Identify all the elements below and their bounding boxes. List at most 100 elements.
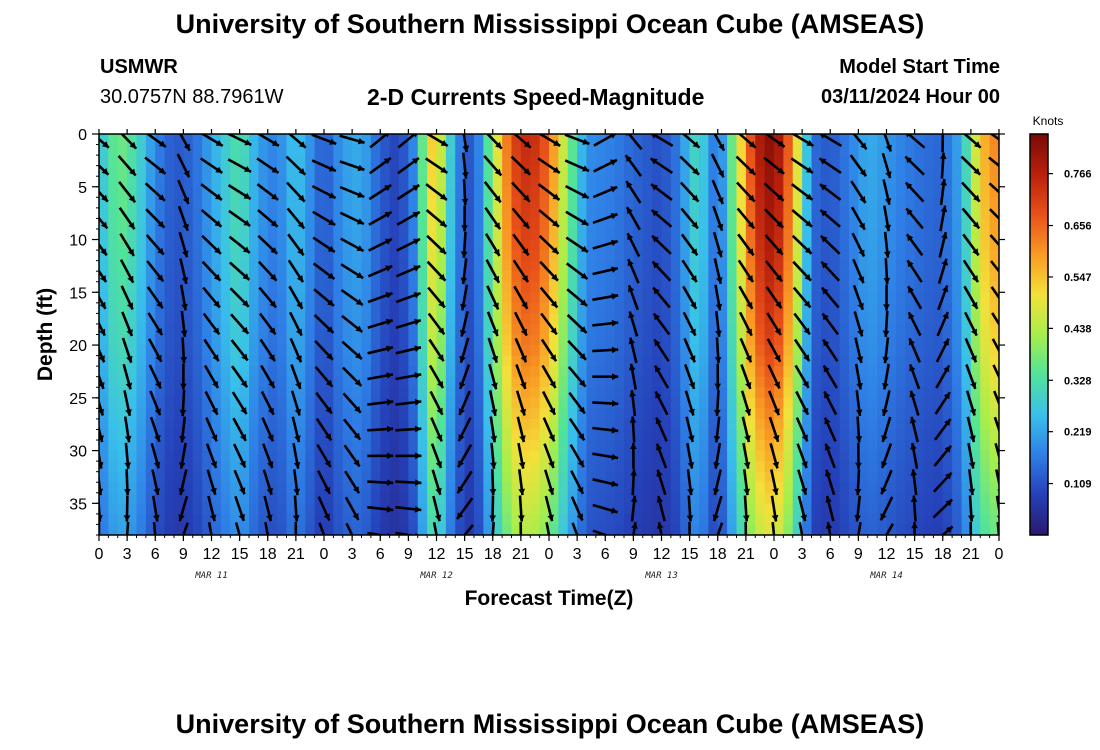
heat-cell xyxy=(361,302,372,314)
current-vector xyxy=(427,286,446,309)
current-vector xyxy=(145,208,166,229)
heat-cell xyxy=(511,461,522,473)
heat-cell xyxy=(670,302,681,314)
heat-cell xyxy=(408,271,419,283)
current-vector xyxy=(686,469,694,496)
current-vector xyxy=(146,286,164,309)
heat-cell xyxy=(305,281,316,293)
heat-cell xyxy=(249,313,259,325)
heat-cell xyxy=(305,260,316,272)
heat-cell xyxy=(755,155,766,167)
heat-cell xyxy=(830,418,841,431)
heat-cell xyxy=(511,355,522,367)
current-vector xyxy=(427,312,446,336)
current-vector xyxy=(340,263,364,280)
heat-cell xyxy=(717,408,728,420)
heat-cell xyxy=(445,355,456,367)
heat-cell xyxy=(492,260,503,272)
heat-cell xyxy=(108,366,119,378)
current-vector xyxy=(880,469,893,495)
heat-cell xyxy=(117,239,128,251)
current-vector xyxy=(628,337,638,364)
heat-cell xyxy=(136,271,147,283)
heat-cell xyxy=(267,387,278,399)
heat-cell xyxy=(380,292,391,304)
heat-cell xyxy=(952,260,963,272)
heat-cell xyxy=(286,397,297,409)
heat-cell xyxy=(342,524,353,535)
heat-cell xyxy=(483,260,494,272)
heat-cell xyxy=(567,334,578,346)
heat-cell xyxy=(230,355,241,367)
heat-cell xyxy=(867,176,878,188)
heat-cell xyxy=(614,176,625,188)
heat-cell xyxy=(474,323,484,336)
current-vector xyxy=(626,232,641,258)
heat-cell xyxy=(99,461,109,473)
heat-cell xyxy=(811,228,822,241)
heat-cell xyxy=(867,186,878,198)
heat-cell xyxy=(689,228,700,241)
heat-cell xyxy=(455,524,466,535)
heat-cell xyxy=(567,260,578,272)
heat-cell xyxy=(492,176,503,188)
heat-cell xyxy=(839,376,850,388)
heat-cell xyxy=(802,134,813,146)
heat-cell xyxy=(239,313,250,325)
heat-cell xyxy=(136,461,147,473)
heat-cell xyxy=(661,144,672,156)
current-vector xyxy=(592,346,619,354)
heat-cell xyxy=(220,155,231,167)
heat-cell xyxy=(202,334,213,346)
heat-cell xyxy=(352,165,363,177)
heat-cell xyxy=(127,155,138,167)
heat-cell xyxy=(286,281,297,293)
heat-cell xyxy=(380,313,391,325)
heat-cell xyxy=(258,134,269,146)
current-vector xyxy=(854,337,864,364)
heat-cell xyxy=(408,250,419,262)
heat-cell xyxy=(586,513,597,526)
heat-cell xyxy=(661,292,672,304)
heat-cell xyxy=(183,408,194,420)
heat-cell xyxy=(783,271,794,283)
heat-cell xyxy=(314,334,325,346)
heat-cell xyxy=(980,207,991,220)
heat-cell xyxy=(361,292,372,304)
heat-cell xyxy=(792,144,803,156)
heat-cell xyxy=(699,281,709,293)
heat-cell xyxy=(530,355,541,367)
heat-cell xyxy=(352,503,363,515)
heat-cell xyxy=(502,228,513,241)
heat-cell xyxy=(436,228,447,241)
heat-cell xyxy=(802,155,813,167)
heat-cell xyxy=(108,387,119,399)
heat-cell xyxy=(886,281,897,293)
heat-cell xyxy=(820,345,831,357)
heat-cell xyxy=(605,281,616,293)
heat-cell xyxy=(230,524,241,535)
heat-cell xyxy=(886,292,897,304)
heat-cell xyxy=(511,197,522,209)
heat-cell xyxy=(164,155,175,167)
heat-cell xyxy=(652,503,663,515)
heat-cell xyxy=(417,176,428,188)
heat-cell xyxy=(652,271,663,283)
heat-cell xyxy=(642,292,653,304)
heat-cell xyxy=(924,197,934,209)
heat-cell xyxy=(567,429,578,441)
heat-cell xyxy=(624,524,634,535)
heat-cell xyxy=(595,313,606,325)
heat-cell xyxy=(689,134,700,146)
heat-cell xyxy=(877,134,888,146)
heat-cell xyxy=(389,197,400,209)
heat-cell xyxy=(436,366,447,378)
current-vector xyxy=(796,443,808,469)
heat-cell xyxy=(970,292,981,304)
heat-cell xyxy=(877,313,888,325)
current-vector xyxy=(119,233,136,257)
heat-cell xyxy=(239,397,250,409)
heat-cell xyxy=(136,366,147,378)
heat-cell xyxy=(455,144,466,156)
heat-cell xyxy=(370,313,381,325)
